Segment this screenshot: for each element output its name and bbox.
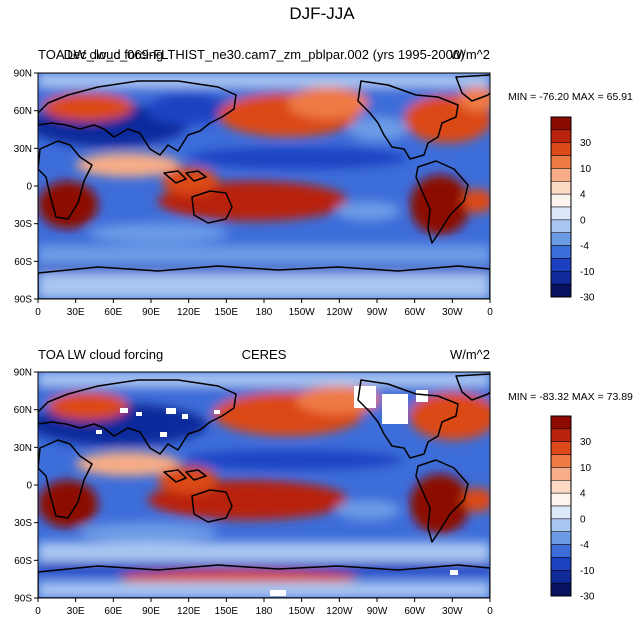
colorbar-segment xyxy=(550,219,572,233)
lon-tick-label: 150E xyxy=(215,606,239,617)
lon-tick-label: 120W xyxy=(326,307,353,318)
colorbar-segment xyxy=(550,480,572,494)
colorbar-segment xyxy=(550,415,572,430)
panel2-map xyxy=(37,371,491,599)
colorbar-label: 4 xyxy=(580,489,586,500)
colorbar-label: 30 xyxy=(580,138,592,149)
panel1-map xyxy=(37,72,491,300)
lon-tick-label: 150W xyxy=(289,307,316,318)
lat-tick-label: 30N xyxy=(14,144,32,155)
colorbar-label: 4 xyxy=(580,190,586,201)
colorbar-segment xyxy=(550,467,572,481)
colorbar-segment xyxy=(550,492,572,507)
lon-tick-label: 30W xyxy=(442,606,463,617)
lon-tick-label: 120W xyxy=(326,606,353,617)
lat-tick-label: 60S xyxy=(14,257,32,268)
lon-tick-label: 0 xyxy=(487,606,493,617)
colorbar-segment xyxy=(550,557,572,571)
colorbar-frame xyxy=(550,415,572,597)
lat-tick-label: 30S xyxy=(14,219,32,230)
lon-tick-label: 150W xyxy=(289,606,316,617)
colorbar-segment xyxy=(550,116,572,131)
colorbar-label: -10 xyxy=(580,267,595,278)
lon-tick-label: 150E xyxy=(215,307,239,318)
colorbar-segment xyxy=(550,570,572,584)
panel2-units: W/m^2 xyxy=(449,347,490,362)
colorbar-segment xyxy=(550,582,572,597)
colorbar-segment xyxy=(550,142,572,156)
colorbar-segment xyxy=(550,531,572,545)
colorbar-label: 0 xyxy=(580,514,586,525)
lon-tick-label: 90W xyxy=(367,606,388,617)
lon-tick-label: 0 xyxy=(35,606,41,617)
colorbars: 30 10 4 0 -4 -10 -30 30 10 4 0 -4 -10 -30 xyxy=(550,116,595,603)
lon-tick-label: 120E xyxy=(177,606,201,617)
colorbar-segment xyxy=(550,155,572,169)
colorbar-label: 0 xyxy=(580,215,586,226)
lon-tick-label: 0 xyxy=(35,307,41,318)
colorbar-segment xyxy=(550,544,572,558)
panel2-left-string: TOA LW cloud forcing xyxy=(38,347,164,362)
colorbar-segment xyxy=(550,245,572,259)
lat-tick-label: 60N xyxy=(14,405,32,416)
colorbar-segment xyxy=(550,454,572,468)
colorbar-label: -4 xyxy=(580,241,589,252)
figure-title: DJF-JJA xyxy=(289,4,355,23)
lon-tick-label: 180 xyxy=(256,606,273,617)
lat-tick-label: 60N xyxy=(14,106,32,117)
colorbar-label: -4 xyxy=(580,540,589,551)
colorbar-segment xyxy=(550,193,572,208)
lon-tick-label: 0 xyxy=(487,307,493,318)
colorbar-segment xyxy=(550,271,572,285)
colorbar-frame xyxy=(550,116,572,298)
panel2-min-max: MIN = -83.32 MAX = 73.89 xyxy=(508,391,633,403)
lat-tick-label: 30N xyxy=(14,443,32,454)
colorbar-label: 30 xyxy=(580,437,592,448)
lat-tick-label: 90N xyxy=(14,69,32,80)
lon-tick-label: 90W xyxy=(367,307,388,318)
lat-tick-label: 0 xyxy=(26,182,32,193)
lon-tick-label: 60W xyxy=(404,307,425,318)
colorbar-segment xyxy=(550,129,572,143)
colorbar-label: -30 xyxy=(580,592,595,603)
colorbar-label: 10 xyxy=(580,164,592,175)
colorbar-segment xyxy=(550,283,572,298)
panel1-units: W/m^2 xyxy=(449,47,490,62)
lat-tick-label: 60S xyxy=(14,556,32,567)
colorbar-label: -10 xyxy=(580,566,595,577)
lat-tick-label: 90S xyxy=(14,594,32,605)
colorbar-label: -30 xyxy=(580,293,595,304)
lat-tick-label: 90S xyxy=(14,295,32,306)
lon-tick-label: 120E xyxy=(177,307,201,318)
lat-tick-label: 30S xyxy=(14,518,32,529)
colorbar-segment xyxy=(550,232,572,246)
colorbar-segment xyxy=(550,428,572,442)
lon-tick-label: 180 xyxy=(256,307,273,318)
panel1-center-string: Dec_lw_c_069-FLTHIST_ne30.cam7_zm_pblpar… xyxy=(63,47,465,62)
colorbar-segment xyxy=(550,258,572,272)
lon-tick-label: 90E xyxy=(142,307,160,318)
lon-tick-label: 60E xyxy=(104,606,122,617)
colorbar-label: 10 xyxy=(580,463,592,474)
lon-tick-label: 30W xyxy=(442,307,463,318)
panel2-center-string: CERES xyxy=(241,347,287,362)
colorbar-segment xyxy=(550,181,572,195)
lat-tick-label: 90N xyxy=(14,368,32,379)
lon-tick-label: 60E xyxy=(104,307,122,318)
colorbar-segment xyxy=(550,518,572,532)
colorbar-segment xyxy=(550,441,572,455)
lat-tick-label: 0 xyxy=(26,481,32,492)
colorbar-segment xyxy=(550,206,572,221)
lon-tick-label: 60W xyxy=(404,606,425,617)
lon-tick-label: 30E xyxy=(67,307,85,318)
panel1-left-string: TOA LW cloud forcing xyxy=(38,47,164,62)
colorbar-segment xyxy=(550,505,572,520)
colorbar-segment xyxy=(550,168,572,182)
panel1-min-max: MIN = -76.20 MAX = 65.91 xyxy=(508,91,633,103)
lon-tick-label: 90E xyxy=(142,606,160,617)
lon-tick-label: 30E xyxy=(67,606,85,617)
